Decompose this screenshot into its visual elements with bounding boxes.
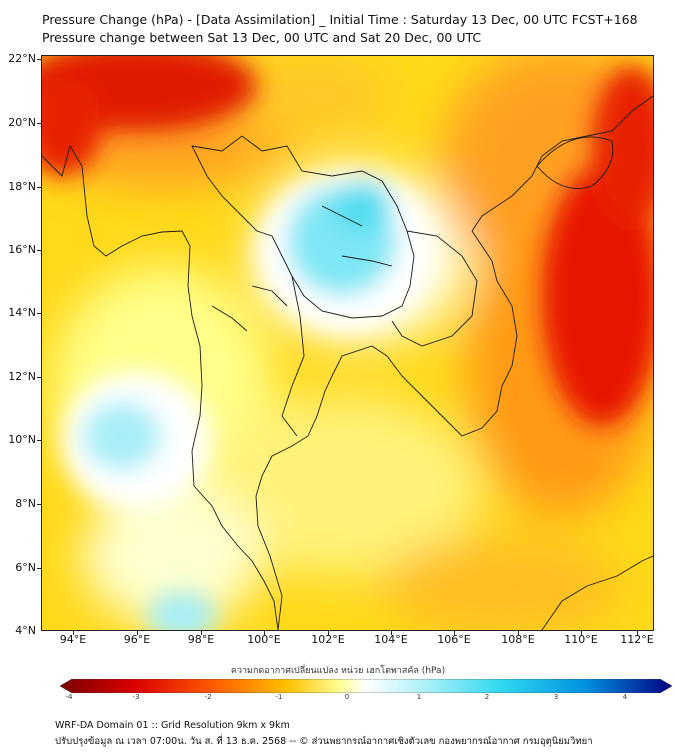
red-core-northeast: [592, 66, 653, 226]
lat-label-6n: 6°N: [15, 561, 36, 574]
lon-tick-112e: [637, 631, 638, 635]
lon-label-106e: 106°E: [437, 633, 471, 646]
colorbar: [59, 678, 673, 694]
pressure-change-map: [41, 55, 654, 631]
lon-tick-94e: [73, 631, 74, 635]
colorbar-tick-neg4: -4: [65, 693, 73, 701]
lon-label-110e: 110°E: [564, 633, 598, 646]
footer-update-credit: ปรับปรุงข้อมูล ณ เวลา 07:00น. วัน ส. ที่…: [55, 736, 593, 747]
pale-yellow-area-south: [202, 396, 482, 576]
colorbar-tick-neg2: -2: [204, 693, 212, 701]
inland-borders-north: [191, 135, 415, 319]
lon-tick-96e: [137, 631, 138, 635]
hainan-island: [536, 136, 614, 189]
lon-label-112e: 112°E: [620, 633, 654, 646]
lon-label-102e: 102°E: [311, 633, 345, 646]
inland-border-central: [281, 275, 305, 437]
colorbar-label: ความกดอากาศเปลี่ยนแปลง หน่วย เฮกโตพาสคัล…: [230, 666, 446, 676]
lon-tick-108e: [518, 631, 519, 635]
colorbar-tick-3: 3: [553, 693, 559, 701]
lat-label-16n: 16°N: [8, 243, 36, 256]
lon-label-94e: 94°E: [59, 633, 87, 646]
cyan-area-andaman-sea: [82, 401, 162, 471]
lat-label-10n: 10°N: [8, 433, 36, 446]
province-borders: [211, 205, 393, 332]
orange-area-southeast: [382, 536, 622, 630]
colorbar-tick-4: 4: [622, 693, 628, 701]
lon-label-108e: 108°E: [501, 633, 535, 646]
lat-tick-20n: [37, 123, 41, 124]
pale-area-andaman-south: [82, 486, 262, 626]
west-coastline: [42, 144, 279, 630]
lon-label-100e: 100°E: [247, 633, 281, 646]
lat-label-22n: 22°N: [8, 52, 36, 65]
lat-label-4n: 4°N: [15, 624, 36, 637]
lon-tick-98e: [201, 631, 202, 635]
colorbar-tick-neg1: -1: [275, 693, 283, 701]
cyan-area-southwest: [147, 591, 217, 630]
lat-tick-6n: [37, 568, 41, 569]
colorbar-tick-1: 1: [416, 693, 422, 701]
lon-tick-104e: [391, 631, 392, 635]
lat-tick-12n: [37, 377, 41, 378]
map-title-line-2: Pressure change between Sat 13 Dec, 00 U…: [42, 30, 482, 45]
inland-border-east: [391, 230, 478, 347]
lat-label-18n: 18°N: [8, 180, 36, 193]
lat-label-12n: 12°N: [8, 370, 36, 383]
lat-tick-22n: [37, 59, 41, 60]
lat-tick-14n: [37, 313, 41, 314]
lon-label-96e: 96°E: [123, 633, 151, 646]
lat-label-14n: 14°N: [8, 306, 36, 319]
lon-tick-110e: [581, 631, 582, 635]
lon-tick-106e: [454, 631, 455, 635]
lat-tick-18n: [37, 187, 41, 188]
lat-tick-8n: [37, 504, 41, 505]
lat-tick-16n: [37, 250, 41, 251]
cyan-peak-northeast-thailand: [332, 181, 392, 231]
coastlines-and-borders: [42, 95, 653, 630]
borneo-coastline: [541, 555, 653, 630]
colorbar-gradient: [59, 678, 673, 694]
orange-area-north: [212, 56, 392, 136]
lat-label-8n: 8°N: [15, 497, 36, 510]
lon-tick-102e: [328, 631, 329, 635]
red-core-west-edge: [42, 76, 102, 176]
colorbar-tick-0: 0: [344, 693, 350, 701]
lon-label-104e: 104°E: [374, 633, 408, 646]
lat-tick-10n: [37, 440, 41, 441]
gulf-and-vietnam-coastline: [255, 95, 653, 630]
lon-tick-100e: [264, 631, 265, 635]
red-core-east: [542, 166, 653, 426]
pressure-field-core-shading: [42, 56, 653, 630]
colorbar-tick-2: 2: [484, 693, 490, 701]
map-title-line-1: Pressure Change (hPa) - [Data Assimilati…: [42, 12, 638, 27]
lon-label-98e: 98°E: [187, 633, 215, 646]
footer-domain-info: WRF-DA Domain 01 :: Grid Resolution 9km …: [55, 720, 290, 731]
lat-label-20n: 20°N: [8, 116, 36, 129]
colorbar-tick-neg3: -3: [132, 693, 140, 701]
